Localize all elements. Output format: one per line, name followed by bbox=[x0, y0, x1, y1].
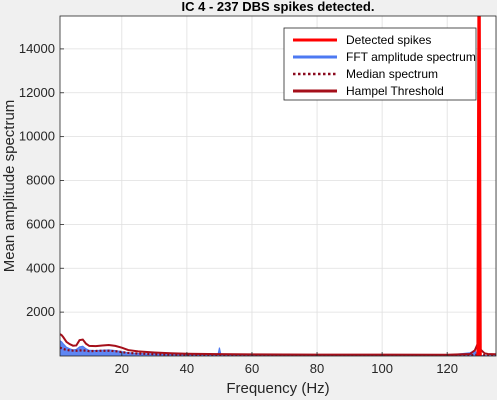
x-tick-label: 120 bbox=[436, 361, 458, 376]
chart-title: IC 4 - 237 DBS spikes detected. bbox=[182, 0, 375, 14]
x-tick-label: 60 bbox=[245, 361, 259, 376]
legend-label-detected: Detected spikes bbox=[346, 33, 431, 47]
y-tick-label: 2000 bbox=[26, 304, 55, 319]
x-tick-label: 80 bbox=[310, 361, 324, 376]
detected-spike-mark bbox=[476, 16, 482, 356]
legend-label-median: Median spectrum bbox=[346, 67, 438, 81]
x-tick-label: 20 bbox=[115, 361, 129, 376]
legend-label-fft: FFT amplitude spectrum bbox=[346, 50, 476, 64]
y-tick-label: 8000 bbox=[26, 173, 55, 188]
y-tick-label: 6000 bbox=[26, 216, 55, 231]
axes-box bbox=[59, 15, 497, 357]
x-tick-label: 40 bbox=[180, 361, 194, 376]
ticks: 20 40 60 80 100 120 2000 4000 6000 8000 10000 12000… bbox=[19, 41, 458, 376]
x-tick-label: 100 bbox=[371, 361, 393, 376]
y-tick-label: 14000 bbox=[19, 41, 55, 56]
y-tick-label: 12000 bbox=[19, 85, 55, 100]
y-tick-label: 10000 bbox=[19, 129, 55, 144]
legend-label-hampel: Hampel Threshold bbox=[346, 84, 444, 98]
series-layer bbox=[60, 16, 496, 356]
y-axis-label: Mean amplitude spectrum bbox=[1, 100, 18, 273]
grid bbox=[60, 16, 496, 356]
legend: Detected spikes FFT amplitude spectrum M… bbox=[283, 27, 477, 101]
x-axis-label: Frequency (Hz) bbox=[226, 380, 329, 397]
y-tick-label: 4000 bbox=[26, 260, 55, 275]
